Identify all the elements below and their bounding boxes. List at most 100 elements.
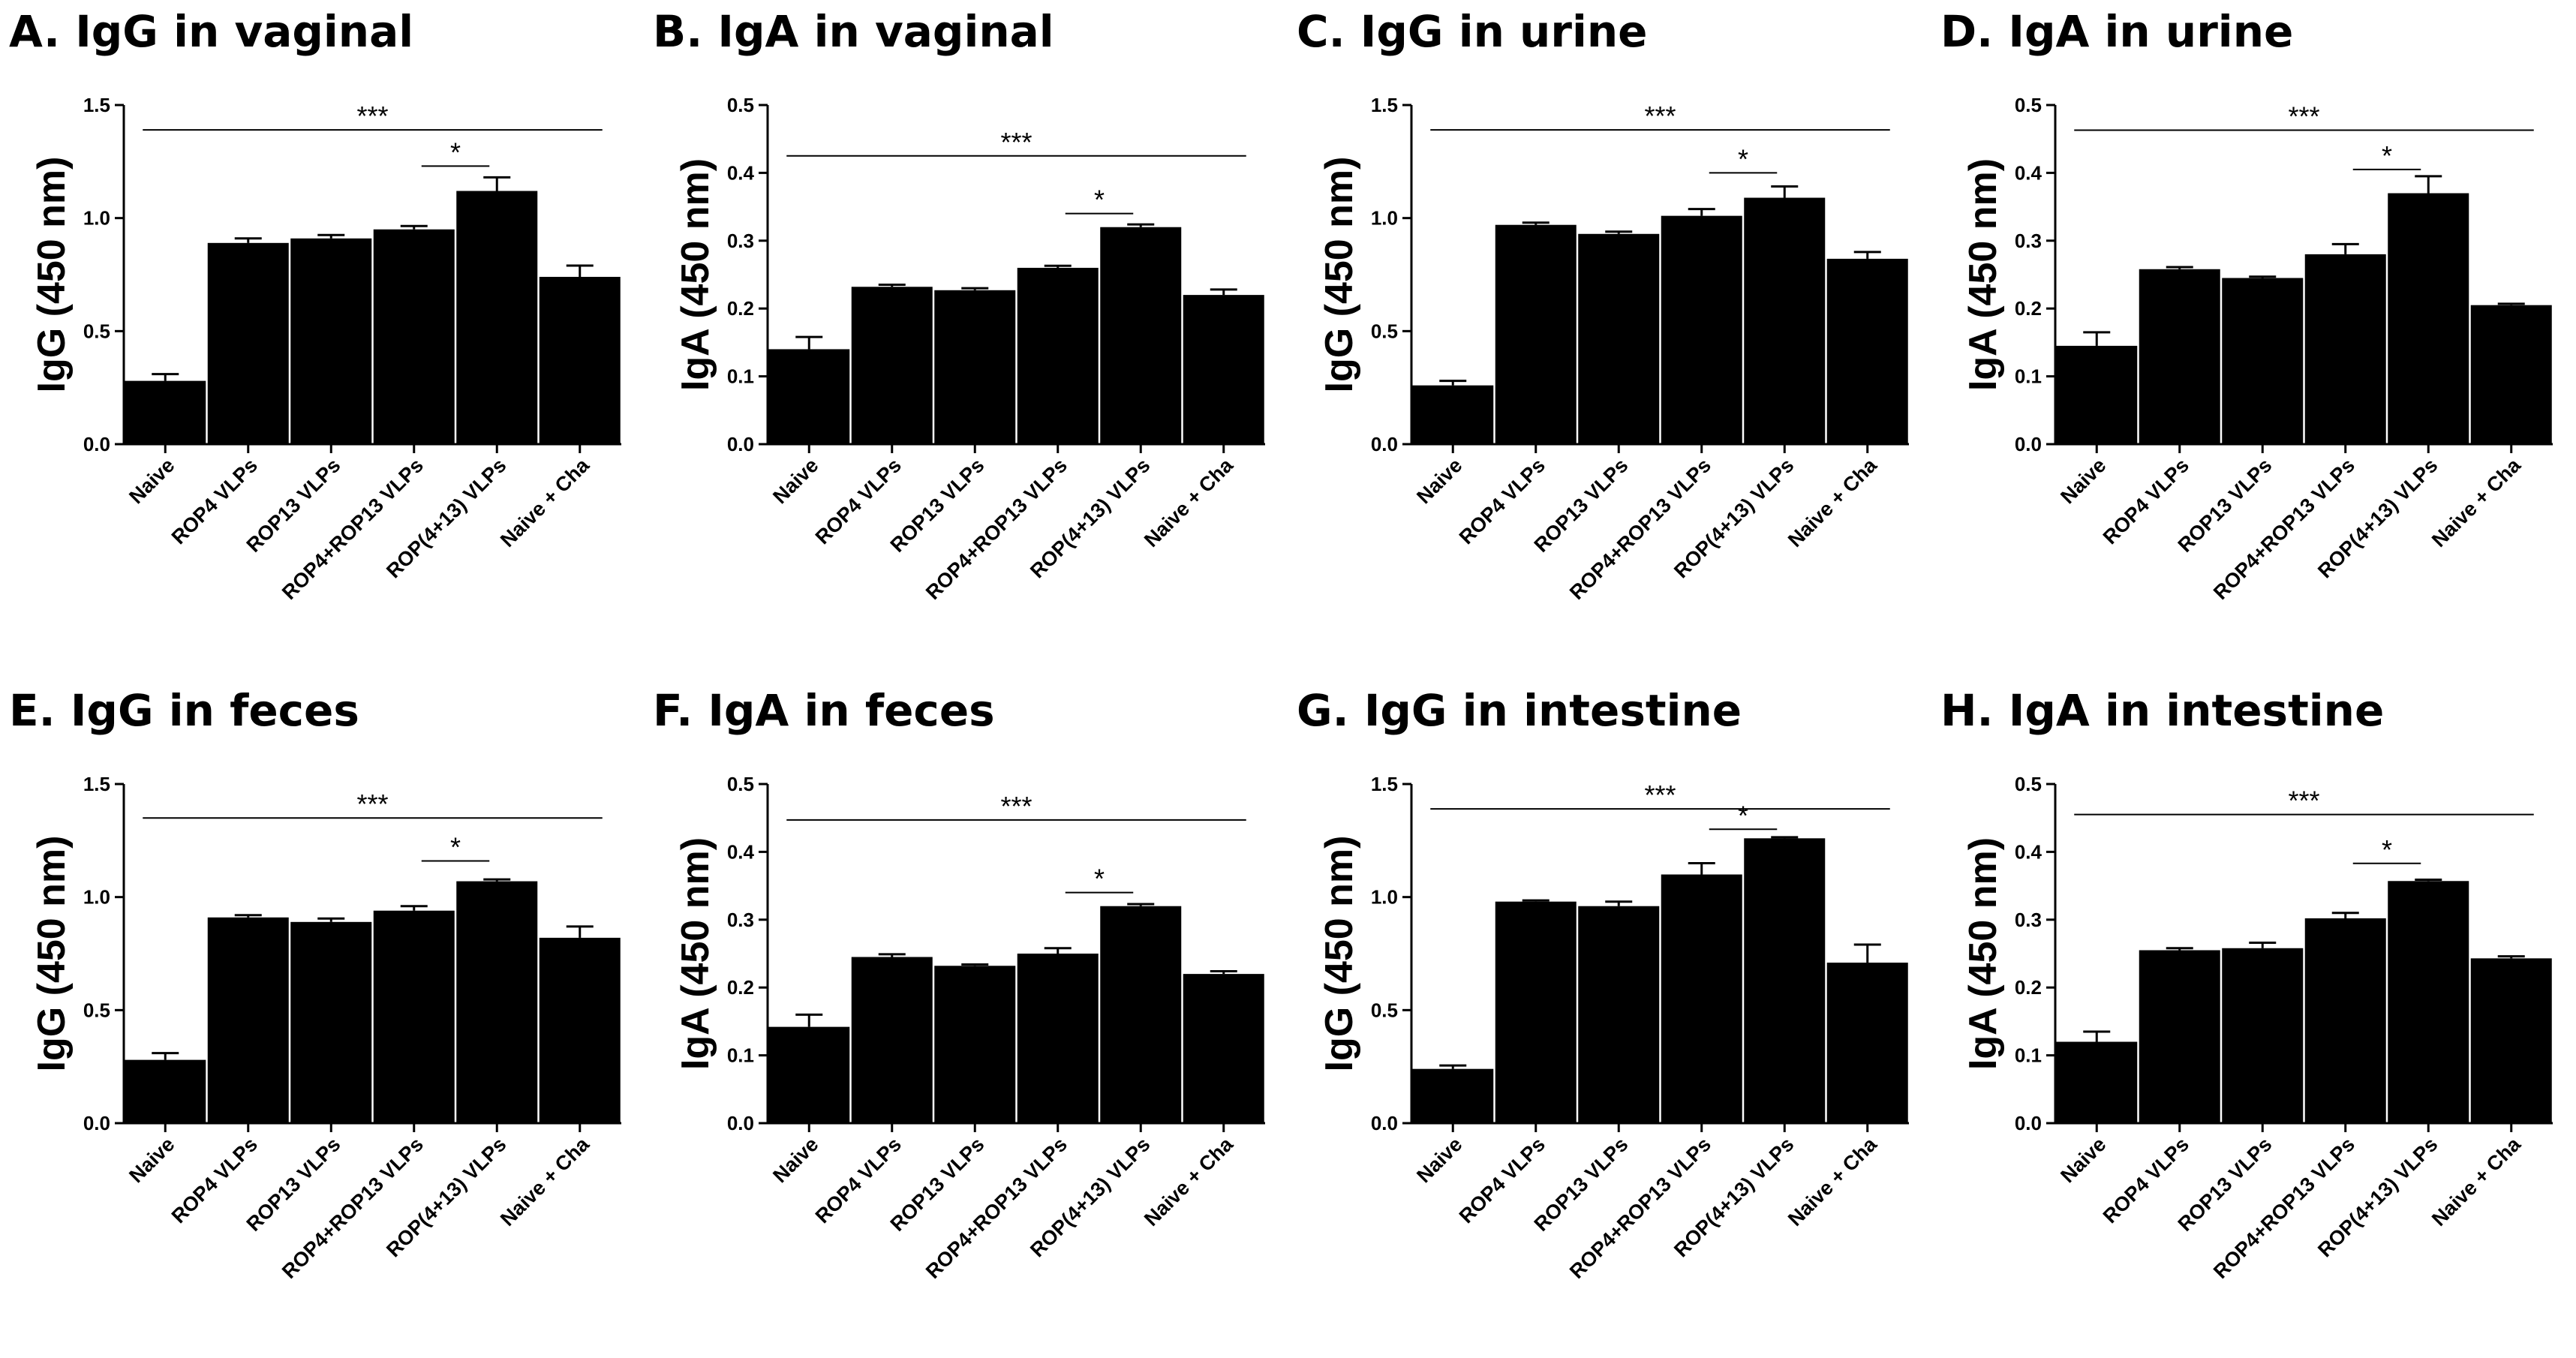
chart-svg: IgA (450 nm)0.00.10.20.30.40.5NaiveROP4 … [1961,773,2553,1283]
y-tick-label: 0.3 [2015,909,2042,931]
bar [2388,881,2469,1123]
bar [934,290,1016,444]
bar [1412,1068,1494,1123]
y-tick-label: 0.5 [1371,320,1398,342]
bar [373,910,455,1123]
category-label: Naive [768,454,822,508]
bar [1017,954,1099,1123]
bar [2388,193,2469,444]
category-label: Naive + Cha [496,1132,594,1230]
bar [2470,958,2552,1123]
bar [1412,385,1494,444]
bar [1495,901,1577,1123]
panel-a: A. IgG in vaginal IgG (450 nm) 0.0 0.5 1.0 1… [0,0,644,679]
significance-label: *** [2288,786,2319,816]
bar [1826,963,1908,1123]
y-tick-label: 0.5 [83,999,110,1021]
significance-label: * [2382,834,2392,865]
significance-label: *** [1000,791,1032,822]
panel-f: F. IgA in feces IgA (450 nm) 0.0 0.1 0.2 0.3… [644,679,1288,1358]
panel-h: H. IgA in intestine IgA (450 nm) 0.0 0.1 0.… [1931,679,2575,1358]
bar [1100,906,1182,1123]
y-tick-label: 0.5 [83,320,110,342]
y-tick-label: 1.0 [83,207,110,230]
bar [2222,278,2304,444]
significance-label: *** [356,789,388,819]
significance-label: *** [356,101,388,131]
category-label: ROP4+ROP13 VLPs [278,1133,428,1283]
bar [2304,918,2386,1123]
y-tick-label: 0.0 [1371,433,1398,455]
category-label: ROP4+ROP13 VLPs [2209,454,2359,604]
panel-title: F. IgA in feces [653,685,995,736]
y-tick-label: 0.2 [727,297,754,320]
y-tick-label: 1.0 [1371,886,1398,909]
bar [2139,269,2220,444]
significance-label: *** [1000,127,1032,158]
y-axis-label: IgG (450 nm) [1318,157,1361,393]
bar [207,242,289,444]
y-tick-label: 0.4 [727,161,755,184]
category-label: ROP4+ROP13 VLPs [1565,454,1715,604]
bar [1017,267,1099,444]
category-label: Naive [2056,1133,2110,1187]
category-label: Naive + Cha [1784,1132,1882,1230]
panel-d: D. IgA in urine IgA (450 nm) 0.0 0.1 0.2 0.3… [1931,0,2575,679]
category-label: Naive [768,1133,822,1187]
category-label: Naive [2056,454,2110,508]
y-tick-label: 0.5 [1371,999,1398,1021]
y-tick-label: 0.3 [727,909,754,931]
panel-g: G. IgG in intestine IgG (450 nm) 0.0 0.5 1.… [1288,679,1931,1358]
category-label: ROP4+ROP13 VLPs [278,454,428,604]
category-label: Naive + Cha [2427,453,2526,551]
bar [851,957,933,1123]
category-label: Naive [125,1133,179,1187]
y-tick-label: 1.5 [83,773,110,795]
bar [539,277,621,444]
panel-title: A. IgG in vaginal [9,6,414,57]
category-label: Naive [1412,1133,1466,1187]
bar [125,1059,206,1123]
y-tick-label: 0.0 [83,433,110,455]
bar [373,229,455,444]
significance-label: *** [1644,780,1676,810]
y-tick-label: 1.5 [83,94,110,116]
bar [1183,295,1264,444]
y-axis-label: IgG (450 nm) [1318,836,1361,1072]
significance-label: * [450,831,461,862]
bar [1661,215,1742,444]
y-tick-label: 0.5 [727,773,754,795]
category-label: Naive [1412,454,1466,508]
category-label: ROP4+ROP13 VLPs [921,454,1072,604]
bar [456,191,538,445]
bar [1744,197,1826,444]
bar [2056,1041,2138,1123]
bar [2222,948,2304,1123]
y-tick-label: 0.4 [2015,161,2042,184]
y-tick-label: 0.1 [727,1044,754,1067]
y-tick-label: 0.0 [1371,1112,1398,1134]
panel-c: C. IgG in urine IgG (450 nm) 0.0 0.5 1.0 1.5… [1288,0,1931,679]
y-axis-label: IgA (450 nm) [1961,158,2005,391]
bar [934,966,1016,1123]
significance-label: * [1738,143,1748,174]
y-tick-label: 0.4 [2015,840,2042,863]
bar [851,287,933,444]
bar [1661,874,1742,1123]
y-tick-label: 0.2 [727,976,754,999]
y-tick-label: 0.4 [727,840,755,863]
y-tick-label: 0.0 [2015,1112,2042,1134]
category-label: Naive + Cha [496,453,594,551]
bar [290,921,372,1123]
y-tick-label: 0.3 [727,230,754,252]
y-tick-label: 0.5 [2015,773,2042,795]
y-tick-label: 0.0 [2015,433,2042,455]
y-tick-label: 0.2 [2015,976,2042,999]
y-axis-label: IgG (450 nm) [30,157,74,393]
y-tick-label: 1.0 [83,886,110,909]
y-tick-label: 0.5 [727,94,754,116]
y-tick-label: 1.5 [1371,94,1398,116]
category-label: Naive + Cha [1140,1132,1238,1230]
y-tick-label: 0.3 [2015,230,2042,252]
